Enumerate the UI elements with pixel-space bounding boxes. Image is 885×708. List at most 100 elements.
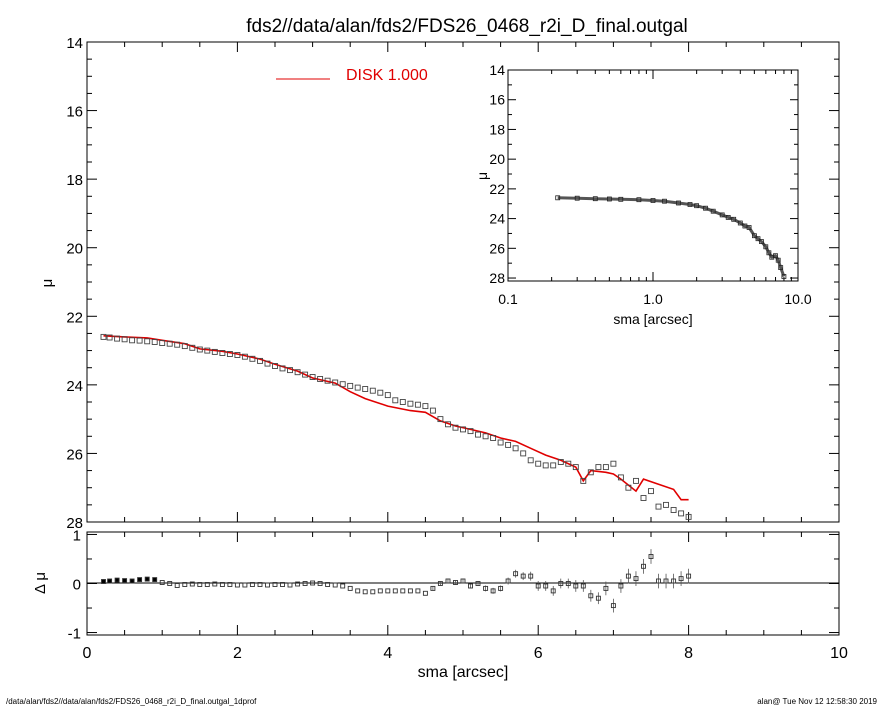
- main-y-tick-label: 22: [66, 309, 83, 326]
- data-point: [512, 445, 519, 452]
- residual-point: [565, 581, 571, 586]
- data-point: [362, 386, 369, 392]
- residual-point: [686, 573, 692, 579]
- residual-point: [543, 583, 549, 589]
- data-point: [595, 464, 602, 471]
- main-y-tick-label: 18: [66, 172, 83, 189]
- residual-point: [392, 588, 398, 594]
- residual-series: [101, 549, 692, 613]
- residual-point: [490, 588, 496, 594]
- residual-point: [588, 593, 594, 599]
- residual-point: [513, 571, 519, 577]
- inset-panel: 14 16 18 20 22 24 26 28 0.1 1.0 10.0 μ sma [arcse…: [474, 62, 812, 327]
- data-point: [445, 421, 451, 428]
- inset-data-point: [592, 196, 598, 202]
- residual-point: [182, 582, 188, 587]
- data-point: [542, 462, 549, 469]
- data-point: [557, 459, 564, 465]
- residual-point: [468, 583, 473, 589]
- inset-data-point: [737, 220, 743, 226]
- main-y-tick-label: 20: [66, 241, 83, 258]
- inset-data-point: [650, 198, 656, 203]
- data-point: [640, 495, 647, 501]
- data-point: [106, 334, 113, 341]
- residual-y-tick-labels: -1 0 1: [68, 527, 81, 642]
- inset-data-point: [719, 212, 725, 218]
- inset-plot-frame: [507, 69, 799, 282]
- residual-point: [625, 573, 631, 579]
- residual-point: [265, 582, 270, 588]
- data-series: [100, 333, 692, 520]
- data-point: [452, 424, 459, 431]
- residual-point: [618, 583, 624, 589]
- data-point: [460, 426, 466, 433]
- data-point: [257, 357, 263, 364]
- residual-point: [257, 582, 263, 587]
- residual-y-axis-label: Δ μ: [32, 572, 49, 594]
- data-point: [309, 374, 316, 380]
- data-point: [347, 382, 354, 389]
- legend-label: DISK 1.000: [346, 67, 428, 84]
- inset-axis-ticks: [507, 69, 799, 281]
- inset-y-tick-label: 20: [489, 151, 505, 167]
- data-point: [129, 337, 136, 344]
- residual-point: [437, 581, 443, 586]
- residual-x-tick-label: 10: [830, 645, 848, 662]
- residual-point: [678, 576, 684, 582]
- data-point: [617, 474, 624, 481]
- residual-point: [144, 576, 150, 582]
- residual-x-tick-label: 4: [383, 645, 392, 662]
- data-point: [114, 335, 121, 342]
- residual-point: [610, 603, 616, 609]
- data-point: [144, 338, 151, 345]
- residual-point: [227, 582, 233, 587]
- residual-point: [580, 583, 586, 589]
- data-point: [166, 340, 173, 347]
- inset-data-point: [555, 195, 561, 201]
- data-point: [670, 507, 677, 513]
- residual-point: [204, 582, 210, 587]
- data-point: [437, 416, 444, 423]
- inset-data-point: [746, 225, 752, 230]
- inset-data-point: [759, 239, 764, 245]
- data-point: [527, 457, 534, 464]
- residual-point: [332, 582, 338, 588]
- residual-y-tick-label: 1: [73, 527, 81, 544]
- data-point: [535, 460, 542, 467]
- residual-x-tick-label: 6: [534, 645, 543, 662]
- residual-point: [174, 583, 180, 588]
- residual-x-axis-label: sma [arcsec]: [418, 664, 509, 681]
- residual-point: [280, 582, 285, 587]
- data-point: [580, 477, 587, 484]
- data-point: [100, 333, 107, 340]
- data-point: [211, 348, 218, 355]
- residual-point: [101, 579, 106, 584]
- inset-data-point: [687, 202, 693, 207]
- data-point: [505, 441, 512, 448]
- data-point: [482, 433, 489, 440]
- residual-point: [242, 582, 248, 588]
- inset-x-tick-label: 10.0: [784, 291, 811, 307]
- residual-x-tick-label: 0: [83, 645, 92, 662]
- footer-left: /data/alan/fds2//data/alan/fds2/FDS26_04…: [6, 697, 257, 706]
- inset-data-point: [725, 214, 731, 220]
- residual-point: [219, 582, 225, 587]
- residual-point: [167, 581, 173, 586]
- inset-data-point: [763, 244, 769, 250]
- residual-point: [325, 582, 331, 587]
- inset-data-point: [731, 216, 737, 222]
- residual-point: [453, 580, 458, 585]
- residual-point: [355, 588, 361, 594]
- data-point: [475, 431, 481, 438]
- chart-title: fds2//data/alan/fds2/FDS26_0468_r2i_D_fi…: [246, 16, 688, 37]
- data-point: [377, 389, 384, 396]
- residual-point: [400, 588, 406, 594]
- residual-x-tick-labels: 0 2 4 6 8 10: [83, 645, 848, 662]
- main-y-tick-label: 28: [66, 515, 83, 532]
- data-point: [324, 377, 331, 384]
- main-panel: 14 16 18 20 22 24 26 28 μ DISK 1.000: [39, 35, 840, 532]
- inset-data-point: [755, 236, 761, 242]
- inset-y-tick-labels: 14 16 18 20 22 24 26 28: [489, 62, 505, 286]
- inset-data-point: [694, 203, 699, 209]
- residual-point: [663, 578, 669, 584]
